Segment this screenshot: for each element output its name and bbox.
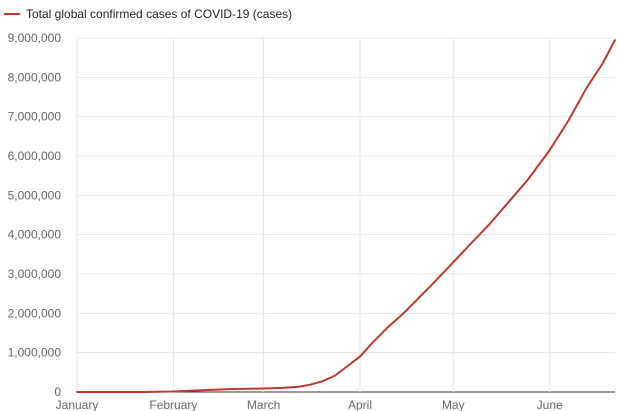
- data-point: [601, 62, 604, 65]
- x-tick-label: February: [149, 398, 197, 411]
- data-point: [231, 388, 234, 390]
- x-axis-ticks: January February March April May June: [56, 398, 563, 411]
- data-point: [387, 326, 389, 328]
- y-tick-label: 0: [54, 385, 61, 399]
- y-tick-label: 4,000,000: [8, 228, 62, 242]
- data-point: [548, 149, 551, 152]
- x-tick-label: January: [56, 398, 99, 411]
- data-point: [371, 341, 374, 344]
- data-point: [200, 389, 203, 392]
- y-axis-ticks: 0 1,000,000 2,000,000 3,000,000 4,000,000 5,0…: [8, 31, 62, 399]
- data-point: [334, 374, 337, 377]
- data-point: [281, 386, 284, 389]
- data-point: [321, 380, 324, 383]
- data-point: [172, 390, 175, 393]
- series-line: [77, 39, 616, 393]
- x-tick-label: June: [537, 398, 563, 411]
- y-tick-label: 2,000,000: [8, 306, 62, 320]
- data-point: [508, 200, 511, 203]
- y-tick-label: 7,000,000: [8, 110, 62, 124]
- legend: Total global confirmed cases of COVID-19…: [4, 7, 292, 21]
- y-tick-label: 6,000,000: [8, 149, 62, 163]
- y-gridlines: [77, 37, 615, 393]
- data-point: [433, 280, 436, 283]
- data-point: [527, 178, 529, 181]
- x-tick-label: May: [442, 398, 465, 411]
- y-tick-label: 1,000,000: [8, 346, 62, 360]
- data-point: [141, 391, 144, 393]
- data-point: [402, 312, 405, 315]
- y-tick-label: 9,000,000: [8, 31, 62, 45]
- data-point: [418, 296, 420, 299]
- data-point: [489, 221, 492, 224]
- data-point: [452, 261, 455, 264]
- x-tick-label: March: [247, 398, 280, 411]
- data-point: [262, 387, 265, 390]
- series-group: [76, 39, 616, 393]
- y-tick-label: 3,000,000: [8, 267, 62, 281]
- data-point: [471, 241, 473, 244]
- y-tick-label: 8,000,000: [8, 70, 62, 84]
- data-point: [309, 383, 312, 386]
- data-point: [296, 385, 299, 388]
- data-point: [359, 355, 361, 358]
- y-tick-label: 5,000,000: [8, 188, 62, 202]
- data-point: [614, 39, 616, 41]
- x-gridlines: [76, 38, 551, 392]
- legend-label: Total global confirmed cases of COVID-19…: [26, 7, 292, 21]
- data-point: [76, 391, 78, 393]
- x-tick-label: April: [348, 398, 372, 411]
- data-point: [346, 365, 349, 367]
- data-point: [567, 119, 570, 122]
- data-point: [586, 86, 588, 89]
